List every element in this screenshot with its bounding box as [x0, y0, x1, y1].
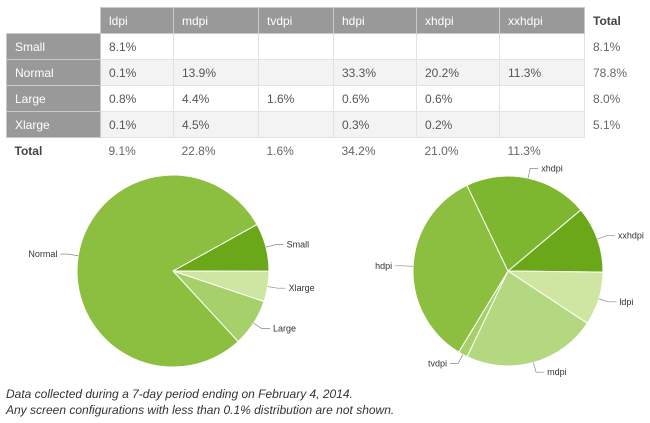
screen-size-pie-chart: Small Xlarge Large Normal	[28, 174, 315, 368]
table-cell: 0.6%	[416, 85, 500, 112]
table-cell: 0.1%	[100, 59, 174, 86]
table-cell: 20.2%	[416, 59, 500, 86]
column-header-total: Total	[584, 7, 645, 34]
table-cell: 0.6%	[333, 85, 417, 112]
table-corner	[6, 7, 101, 34]
table-cell: 4.5%	[173, 111, 259, 138]
size-label-large: Large	[273, 324, 296, 334]
density-label-mdpi: mdpi	[547, 367, 567, 377]
table-cell	[258, 59, 334, 86]
table-cell	[258, 33, 334, 60]
density-slice-xxhdpi	[506, 209, 604, 273]
table-cell	[499, 33, 585, 60]
table-cell: 8.1%	[100, 33, 174, 60]
table-cell	[333, 33, 417, 60]
footer-cell: 9.1%	[100, 137, 174, 163]
footer-cell: 21.0%	[416, 137, 500, 163]
density-label-tvdpi: tvdpi	[428, 358, 447, 368]
size-label-normal: Normal	[28, 249, 57, 259]
column-header-xhdpi: xhdpi	[416, 7, 500, 34]
distribution-table: ldpi mdpi tvdpi hdpi xhdpi xxhdpi Total …	[6, 7, 645, 163]
size-leader-normal	[60, 253, 79, 257]
table-row: Large 0.8% 4.4% 1.6% 0.6% 0.6% 8.0%	[6, 85, 645, 112]
table-row: Xlarge 0.1% 4.5% 0.3% 0.2% 5.1%	[6, 111, 645, 138]
table-cell: 11.3%	[499, 59, 585, 86]
density-label-hdpi: hdpi	[375, 261, 392, 271]
table-cell	[173, 33, 259, 60]
column-header-xxhdpi: xxhdpi	[499, 7, 585, 34]
density-label-xhdpi: xhdpi	[541, 163, 563, 173]
table-cell	[499, 111, 585, 138]
column-header-tvdpi: tvdpi	[258, 7, 334, 34]
size-leader-xlarge	[267, 286, 286, 289]
density-slice-xhdpi	[466, 175, 582, 272]
row-total: 5.1%	[584, 111, 645, 138]
size-leader-large	[253, 322, 270, 329]
row-total: 8.0%	[584, 85, 645, 112]
density-leader-ldpi	[598, 298, 617, 303]
row-header: Large	[6, 85, 101, 112]
footnote-line: Data collected during a 7-day period end…	[6, 387, 353, 401]
table-cell: 0.2%	[416, 111, 500, 138]
row-total: 8.1%	[584, 33, 645, 60]
table-cell: 1.6%	[258, 85, 334, 112]
density-leader-tvdpi	[450, 354, 464, 364]
table-cell: 4.4%	[173, 85, 259, 112]
size-leader-small	[265, 244, 284, 248]
column-header-hdpi: hdpi	[333, 7, 417, 34]
density-label-xxhdpi: xxhdpi	[618, 231, 644, 241]
row-header: Normal	[6, 59, 101, 86]
table-cell: 13.9%	[173, 59, 259, 86]
table-cell	[499, 85, 585, 112]
table-cell: 0.1%	[100, 111, 174, 138]
density-label-ldpi: ldpi	[619, 297, 633, 307]
table-cell: 0.8%	[100, 85, 174, 112]
footer-cell: 22.8%	[173, 137, 259, 163]
footer-cell: 11.3%	[499, 137, 585, 163]
footer-cell: 34.2%	[333, 137, 417, 163]
table-footer-row: Total 9.1% 22.8% 1.6% 34.2% 21.0% 11.3%	[6, 137, 645, 163]
footer-cell	[584, 137, 645, 163]
size-label-small: Small	[287, 240, 310, 250]
row-header: Xlarge	[6, 111, 101, 138]
table-cell: 33.3%	[333, 59, 417, 86]
size-slice-normal	[76, 174, 258, 368]
table-cell: 0.3%	[333, 111, 417, 138]
table-row: Normal 0.1% 13.9% 33.3% 20.2% 11.3% 78.8…	[6, 59, 645, 86]
footer-label: Total	[6, 137, 101, 163]
footnotes: Data collected during a 7-day period end…	[6, 386, 394, 418]
table-cell	[258, 111, 334, 138]
table-header-row: ldpi mdpi tvdpi hdpi xhdpi xxhdpi Total	[6, 7, 645, 34]
footer-cell: 1.6%	[258, 137, 334, 163]
density-pie-chart: xxhdpi ldpi mdpi tvdpi hdpi xhdpi	[375, 163, 644, 377]
row-header: Small	[6, 33, 101, 60]
table-row: Small 8.1% 8.1%	[6, 33, 645, 60]
column-header-ldpi: ldpi	[100, 7, 174, 34]
footnote-line: Any screen configurations with less than…	[6, 403, 395, 417]
row-total: 78.8%	[584, 59, 645, 86]
density-leader-mdpi	[533, 362, 545, 373]
table-cell	[416, 33, 500, 60]
size-label-xlarge: Xlarge	[289, 283, 315, 293]
density-leader-xxhdpi	[597, 235, 615, 240]
column-header-mdpi: mdpi	[173, 7, 259, 34]
density-leader-xhdpi	[527, 168, 539, 179]
